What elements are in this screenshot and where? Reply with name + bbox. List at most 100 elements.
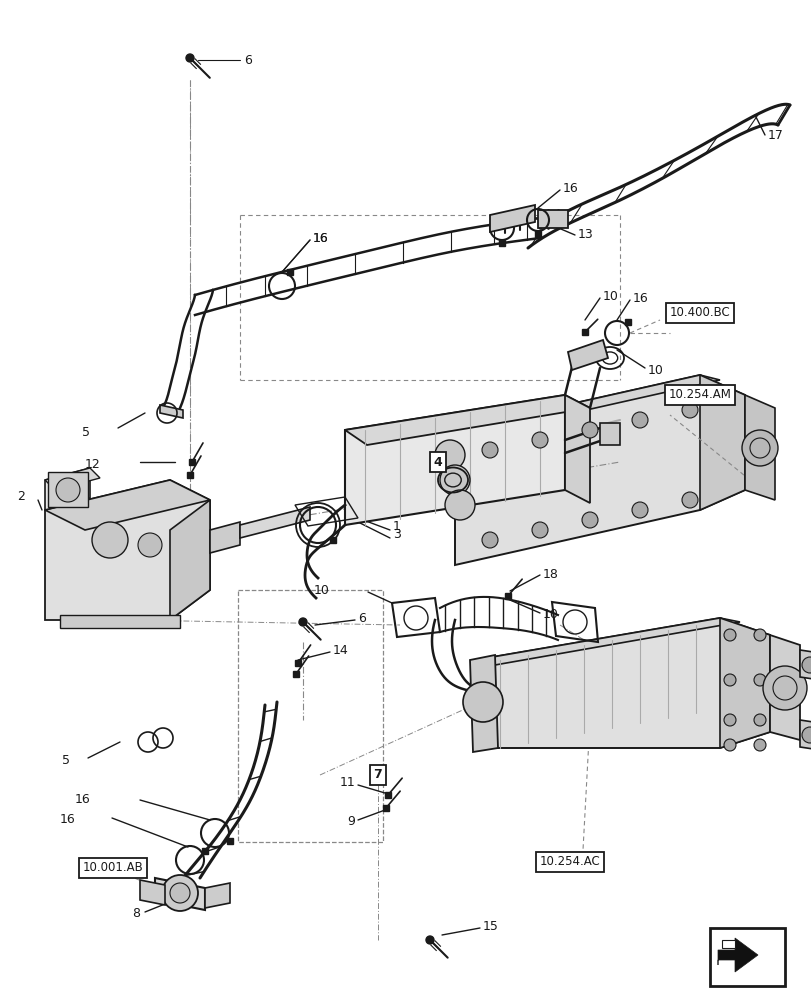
- Text: 10: 10: [647, 363, 663, 376]
- Circle shape: [531, 432, 547, 448]
- Polygon shape: [160, 405, 182, 418]
- Circle shape: [753, 629, 765, 641]
- Circle shape: [531, 522, 547, 538]
- Text: 16: 16: [633, 292, 648, 304]
- Text: 10.254.AM: 10.254.AM: [667, 388, 731, 401]
- Circle shape: [723, 674, 735, 686]
- Bar: [238, 590, 383, 842]
- Circle shape: [435, 440, 465, 470]
- Polygon shape: [60, 615, 180, 628]
- Polygon shape: [470, 655, 497, 752]
- Text: 8: 8: [132, 907, 139, 920]
- Circle shape: [753, 714, 765, 726]
- Text: 16: 16: [312, 232, 328, 244]
- Polygon shape: [699, 375, 744, 510]
- Circle shape: [92, 522, 128, 558]
- Text: 9: 9: [346, 815, 354, 828]
- Text: 6: 6: [358, 612, 366, 626]
- Circle shape: [681, 492, 697, 508]
- Circle shape: [482, 442, 497, 458]
- Text: 16: 16: [312, 232, 328, 244]
- Circle shape: [762, 666, 806, 710]
- Polygon shape: [799, 720, 811, 750]
- Text: 1: 1: [393, 520, 401, 534]
- Polygon shape: [744, 395, 774, 500]
- Polygon shape: [204, 883, 230, 908]
- Circle shape: [426, 936, 433, 944]
- Text: 5: 5: [82, 426, 90, 438]
- Polygon shape: [474, 618, 739, 665]
- Circle shape: [631, 502, 647, 518]
- Text: 4: 4: [433, 456, 442, 468]
- Bar: [709, 928, 784, 986]
- Circle shape: [753, 739, 765, 751]
- Text: 2: 2: [17, 490, 25, 504]
- Text: 15: 15: [483, 920, 498, 933]
- Polygon shape: [210, 522, 240, 553]
- Polygon shape: [45, 480, 210, 530]
- Polygon shape: [454, 375, 744, 565]
- Text: 14: 14: [333, 645, 348, 658]
- Text: 12: 12: [84, 458, 100, 472]
- Polygon shape: [568, 340, 607, 370]
- Circle shape: [462, 682, 502, 722]
- Polygon shape: [45, 480, 210, 620]
- Bar: [48, 472, 88, 507]
- Circle shape: [138, 533, 162, 557]
- Text: 13: 13: [577, 229, 593, 241]
- Text: 16: 16: [59, 813, 75, 826]
- Polygon shape: [474, 618, 769, 748]
- Text: 17: 17: [767, 129, 783, 142]
- Polygon shape: [717, 938, 757, 972]
- Bar: [538, 210, 568, 228]
- Bar: [599, 423, 620, 445]
- Polygon shape: [45, 468, 100, 490]
- Text: 10: 10: [603, 290, 618, 302]
- Polygon shape: [489, 205, 534, 232]
- Polygon shape: [345, 395, 564, 525]
- Text: 10.400.BC: 10.400.BC: [669, 306, 729, 320]
- Circle shape: [723, 714, 735, 726]
- Polygon shape: [769, 635, 799, 740]
- Polygon shape: [139, 880, 165, 905]
- Text: 5: 5: [62, 754, 70, 766]
- Circle shape: [440, 465, 470, 495]
- Circle shape: [801, 727, 811, 743]
- Circle shape: [741, 430, 777, 466]
- Circle shape: [631, 412, 647, 428]
- Circle shape: [186, 54, 194, 62]
- Circle shape: [444, 490, 474, 520]
- Polygon shape: [155, 878, 204, 910]
- Circle shape: [723, 629, 735, 641]
- Circle shape: [801, 657, 811, 673]
- Text: 10: 10: [543, 608, 558, 621]
- Polygon shape: [721, 940, 734, 948]
- Text: 18: 18: [543, 568, 558, 580]
- Text: 11: 11: [339, 776, 354, 789]
- Text: 10.001.AB: 10.001.AB: [83, 861, 144, 874]
- Circle shape: [298, 618, 307, 626]
- Circle shape: [482, 532, 497, 548]
- Circle shape: [169, 883, 190, 903]
- Circle shape: [581, 512, 597, 528]
- Text: 10: 10: [314, 584, 329, 596]
- Text: 3: 3: [393, 528, 401, 542]
- Polygon shape: [799, 650, 811, 680]
- Polygon shape: [345, 395, 590, 445]
- Polygon shape: [719, 618, 769, 748]
- Circle shape: [162, 875, 198, 911]
- Polygon shape: [564, 395, 590, 503]
- Circle shape: [681, 402, 697, 418]
- Text: 10.254.AC: 10.254.AC: [539, 855, 599, 868]
- Circle shape: [753, 674, 765, 686]
- Text: 7: 7: [373, 768, 382, 781]
- Text: 16: 16: [74, 793, 90, 806]
- Circle shape: [723, 739, 735, 751]
- Polygon shape: [169, 500, 210, 620]
- Text: 6: 6: [243, 54, 251, 67]
- Circle shape: [581, 422, 597, 438]
- Polygon shape: [240, 507, 310, 538]
- Text: 16: 16: [562, 182, 578, 195]
- Circle shape: [56, 478, 80, 502]
- Polygon shape: [45, 468, 90, 510]
